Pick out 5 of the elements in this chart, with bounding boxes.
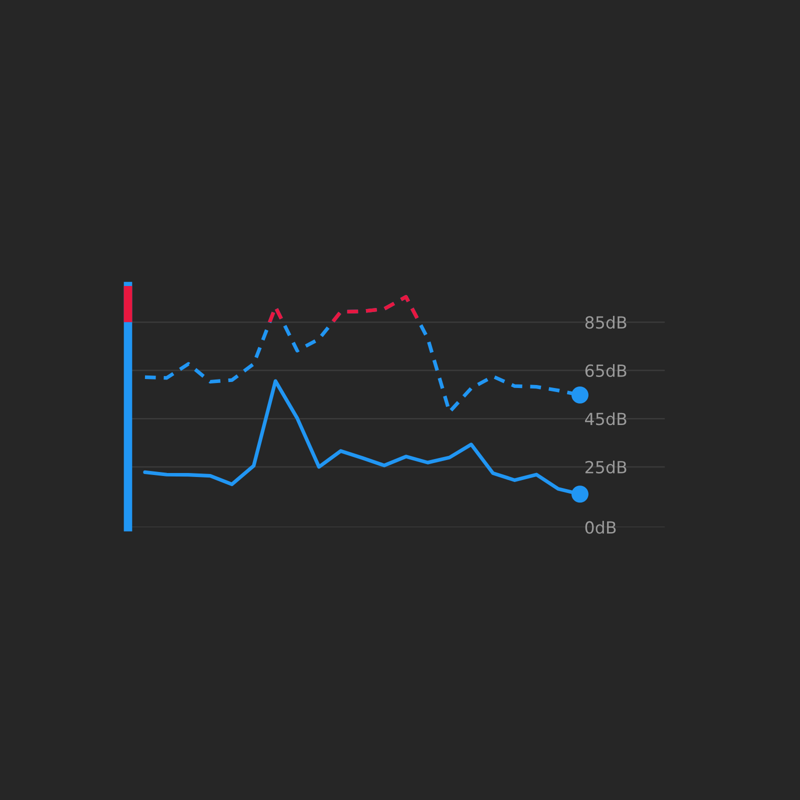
y-tick-label: 85dB [585, 316, 626, 329]
y-tick-label: 45dB [585, 412, 626, 426]
y-tick-label: 65dB [585, 364, 626, 377]
y-tick-label: 0dB [585, 520, 616, 534]
y-tick-label: 25dB [585, 460, 626, 474]
